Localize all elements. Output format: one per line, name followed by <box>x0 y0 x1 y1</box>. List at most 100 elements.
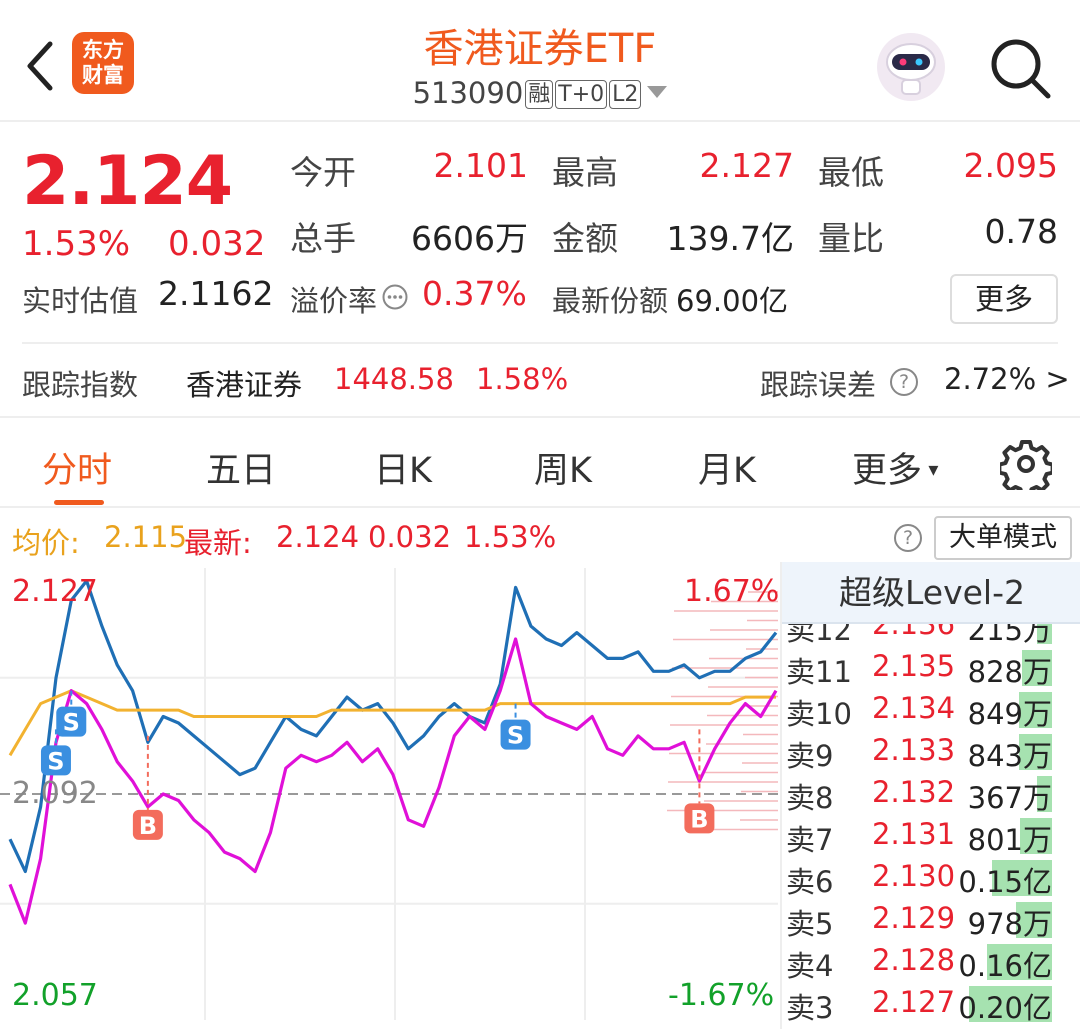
change-amount: 0.032 <box>168 224 266 264</box>
tracking-index-name[interactable]: 香港证券 <box>186 368 303 402</box>
security-code: 513090 <box>412 76 524 110</box>
active-tab-indicator <box>54 500 104 505</box>
volume-ratio-value: 0.78 <box>984 212 1058 251</box>
volume-bar <box>1016 902 1052 938</box>
ask-volume: 0.15亿 <box>958 865 1052 899</box>
order-book-row[interactable]: 卖6 2.130 0.15亿 <box>782 856 1080 899</box>
tab-daily-k[interactable]: 日K <box>374 451 432 491</box>
ask-price: 2.135 <box>872 649 956 683</box>
last-price: 2.124 <box>22 142 233 221</box>
high-value: 2.127 <box>699 146 794 185</box>
volume-bar <box>1037 776 1052 812</box>
ask-volume: 843万 <box>967 739 1052 773</box>
volume-bar <box>987 944 1052 980</box>
ask-level-label: 卖9 <box>786 739 834 773</box>
tracking-error-label: 跟踪误差 <box>760 368 877 402</box>
big-order-mode-button[interactable]: 大单模式 <box>934 516 1072 560</box>
search-icon[interactable] <box>988 36 1052 100</box>
help-icon[interactable]: ? <box>890 368 918 396</box>
gear-icon[interactable] <box>1000 438 1052 490</box>
order-book-row[interactable]: 卖3 2.127 0.20亿 <box>782 982 1080 1025</box>
low-label: 最低 <box>818 153 884 192</box>
ask-level-label: 卖11 <box>786 655 852 689</box>
ask-price: 2.132 <box>872 775 956 809</box>
level2-title[interactable]: 超级Level-2 <box>782 562 1080 624</box>
sell-marker <box>500 719 531 750</box>
ask-price: 2.134 <box>872 691 956 725</box>
tab-more-label: 更多 <box>852 451 923 491</box>
order-book-row[interactable]: 卖5 2.129 978万 <box>782 898 1080 941</box>
tab-five-day[interactable]: 五日 <box>206 451 277 491</box>
tracking-index-value: 1448.58 <box>334 362 454 396</box>
average-price-line <box>8 689 776 757</box>
ask-price: 2.131 <box>872 817 956 851</box>
high-label: 最高 <box>552 153 618 192</box>
robot-assistant-icon[interactable] <box>876 32 946 102</box>
tab-monthly-k[interactable]: 月K <box>698 451 756 491</box>
open-label: 今开 <box>290 153 356 192</box>
buy-marker <box>132 809 163 840</box>
shares-value: 69.00亿 <box>676 284 789 318</box>
chart-info-bar: 均价: 2.115 最新: 2.124 0.032 1.53% ? 大单模式 <box>0 510 1080 562</box>
tab-intraday[interactable]: 分时 <box>42 451 113 491</box>
order-book-row[interactable]: 卖8 2.132 367万 <box>782 772 1080 815</box>
quote-panel: 2.124 1.53% 0.032 今开 2.101 最高 2.127 最低 2… <box>0 124 1080 418</box>
more-button[interactable]: 更多 <box>950 274 1058 324</box>
page-title: 香港证券ETF <box>423 26 657 72</box>
open-value: 2.101 <box>433 146 528 185</box>
volume-bar <box>1019 692 1052 728</box>
amount-value: 139.7亿 <box>666 219 794 258</box>
ask-volume: 0.16亿 <box>958 949 1052 983</box>
ask-price: 2.127 <box>872 985 956 1019</box>
logo-text-1: 东方 <box>82 38 124 62</box>
premium-value: 0.37% <box>422 274 527 313</box>
security-code-row[interactable]: 513090 融 T+0 L2 <box>0 76 1080 110</box>
low-value: 2.095 <box>963 146 1058 185</box>
order-book-row[interactable]: 卖7 2.131 801万 <box>782 814 1080 857</box>
tab-more[interactable]: 更多 ▾ <box>852 442 938 493</box>
ask-level-label: 卖5 <box>786 907 834 941</box>
order-book-row[interactable]: 卖9 2.133 843万 <box>782 730 1080 773</box>
price-line <box>8 579 778 874</box>
volume-bar <box>992 860 1052 896</box>
divider <box>22 342 1058 344</box>
ask-level-label: 卖10 <box>786 697 852 731</box>
ask-price: 2.130 <box>872 859 956 893</box>
order-book-row[interactable]: 卖4 2.128 0.16亿 <box>782 940 1080 983</box>
order-book-row[interactable]: 卖11 2.135 828万 <box>782 646 1080 689</box>
buy-marker-label: B <box>690 805 708 833</box>
ask-volume: 0.20亿 <box>958 991 1052 1025</box>
dropdown-triangle-icon <box>647 86 668 98</box>
ask-volume: 801万 <box>967 823 1052 857</box>
tracking-error-value[interactable]: 2.72% > <box>944 362 1070 396</box>
back-arrow-icon[interactable] <box>22 38 58 94</box>
premium-label: 溢价率 <box>290 284 378 318</box>
sell-marker <box>56 706 87 737</box>
volume-bar <box>1019 734 1052 770</box>
ask-price: 2.133 <box>872 733 956 767</box>
app-logo[interactable]: 东方 财富 <box>72 32 134 94</box>
volume-ratio-label: 量比 <box>818 219 884 258</box>
sell-marker-label: S <box>47 747 64 775</box>
y-axis-top-percent: 1.67% <box>684 574 780 609</box>
y-axis-bottom-percent: -1.67% <box>668 978 775 1013</box>
buy-marker-label: B <box>139 812 157 840</box>
index-line <box>8 637 778 925</box>
tab-weekly-k[interactable]: 周K <box>534 451 592 491</box>
order-book-row[interactable]: 卖10 2.134 849万 <box>782 688 1080 731</box>
ask-level-label: 卖7 <box>786 823 834 857</box>
volume-bar <box>1022 650 1052 686</box>
ask-price: 2.129 <box>872 901 956 935</box>
help-icon[interactable]: ? <box>894 524 922 552</box>
tracking-index-percent: 1.58% <box>476 362 569 396</box>
ask-level-label: 卖4 <box>786 949 834 983</box>
ask-volume: 367万 <box>967 781 1052 815</box>
volume-value: 6606万 <box>411 219 528 258</box>
more-dots-icon[interactable] <box>382 284 408 310</box>
ask-price: 2.128 <box>872 943 956 977</box>
volume-label: 总手 <box>290 219 356 258</box>
tag-margin: 融 <box>525 80 554 109</box>
volume-bar <box>969 986 1052 1022</box>
